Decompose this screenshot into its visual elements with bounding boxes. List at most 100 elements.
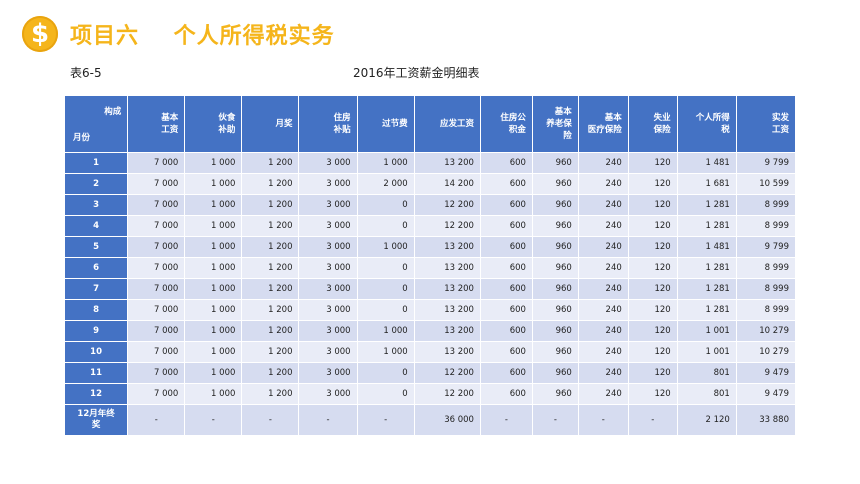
column-header-line: 工资	[161, 125, 179, 135]
column-header-line: 补助	[218, 125, 236, 135]
value-cell: 600	[480, 237, 532, 257]
month-cell: 2	[65, 174, 128, 194]
value-cell: 3 000	[299, 174, 357, 194]
column-header: 月奖	[242, 96, 299, 152]
value-cell: 33 880	[736, 405, 795, 435]
value-cell: 9 479	[736, 363, 795, 383]
value-cell: 13 200	[414, 153, 480, 173]
value-cell: 9 799	[736, 153, 795, 173]
value-cell: 960	[532, 363, 578, 383]
value-cell: 1 000	[185, 363, 242, 383]
column-header-line: 实发	[771, 113, 789, 123]
value-cell: 120	[628, 321, 677, 341]
value-cell: 600	[480, 363, 532, 383]
value-cell: -	[242, 405, 299, 435]
value-cell: 120	[628, 174, 677, 194]
value-cell: 3 000	[299, 237, 357, 257]
value-cell: 7 000	[128, 174, 185, 194]
value-cell: 2 120	[677, 405, 736, 435]
value-cell: 8 999	[736, 258, 795, 278]
value-cell: 600	[480, 174, 532, 194]
value-cell: 240	[578, 258, 628, 278]
value-cell: 1 281	[677, 279, 736, 299]
value-cell: 240	[578, 384, 628, 404]
bonus-label-line2: 奖	[91, 420, 101, 430]
value-cell: 36 000	[414, 405, 480, 435]
value-cell: 1 200	[242, 300, 299, 320]
table-label: 表6-5	[70, 66, 102, 80]
column-header: 过节费	[357, 96, 414, 152]
value-cell: 12 200	[414, 195, 480, 215]
value-cell: 600	[480, 321, 532, 341]
value-cell: 1 000	[185, 321, 242, 341]
bonus-row-label: 12月年终奖	[65, 405, 128, 435]
table-title: 2016年工资薪金明细表	[353, 66, 480, 80]
column-header: 住房公积金	[480, 96, 532, 152]
column-header: 基本养老保险	[532, 96, 578, 152]
column-header-line: 基本	[604, 113, 622, 123]
value-cell: 600	[480, 300, 532, 320]
value-cell: 960	[532, 342, 578, 362]
value-cell: 0	[357, 195, 414, 215]
column-header: 住房 补贴	[299, 96, 357, 152]
column-header-line: 过节费	[382, 119, 408, 129]
value-cell: 120	[628, 342, 677, 362]
column-header: 基本医疗保险	[578, 96, 628, 152]
value-cell: 1 000	[185, 258, 242, 278]
value-cell: 9 479	[736, 384, 795, 404]
column-header-line: 养老保险	[546, 119, 572, 141]
value-cell: -	[480, 405, 532, 435]
value-cell: 960	[532, 321, 578, 341]
value-cell: 10 279	[736, 321, 795, 341]
value-cell: 10 279	[736, 342, 795, 362]
column-header-line: 个人所得	[695, 113, 730, 123]
value-cell: 1 200	[242, 195, 299, 215]
value-cell: 801	[677, 363, 736, 383]
value-cell: 1 200	[242, 384, 299, 404]
value-cell: 7 000	[128, 321, 185, 341]
value-cell: 240	[578, 216, 628, 236]
value-cell: 1 200	[242, 321, 299, 341]
value-cell: 3 000	[299, 363, 357, 383]
value-cell: 1 001	[677, 342, 736, 362]
value-cell: 120	[628, 195, 677, 215]
value-cell: 8 999	[736, 216, 795, 236]
value-cell: 240	[578, 279, 628, 299]
value-cell: 9 799	[736, 237, 795, 257]
month-cell: 12	[65, 384, 128, 404]
column-header-line: 积金	[508, 125, 526, 135]
value-cell: 7 000	[128, 384, 185, 404]
value-cell: 1 000	[357, 153, 414, 173]
value-cell: 600	[480, 216, 532, 236]
column-header-line: 伙食	[218, 113, 236, 123]
value-cell: 12 200	[414, 363, 480, 383]
value-cell: 240	[578, 321, 628, 341]
value-cell: 240	[578, 237, 628, 257]
value-cell: 7 000	[128, 279, 185, 299]
value-cell: 1 000	[357, 237, 414, 257]
column-header-line: 基本	[161, 113, 179, 123]
value-cell: 240	[578, 300, 628, 320]
column-header-line: 住房公	[500, 113, 526, 123]
value-cell: 3 000	[299, 300, 357, 320]
value-cell: 960	[532, 384, 578, 404]
value-cell: 960	[532, 258, 578, 278]
table-row: 11 7 000 1 000 1 200 3 000 0 12 200 600 960 240 12…	[65, 363, 795, 383]
value-cell: 960	[532, 174, 578, 194]
corner-bottom-label: 月份	[73, 133, 91, 143]
value-cell: 13 200	[414, 258, 480, 278]
column-header-line: 基本	[554, 107, 572, 117]
column-header-line: 医疗保险	[587, 125, 622, 135]
value-cell: 960	[532, 279, 578, 299]
page-header: $ 项目六 个人所得税实务	[22, 14, 335, 54]
value-cell: 0	[357, 216, 414, 236]
value-cell: 7 000	[128, 237, 185, 257]
